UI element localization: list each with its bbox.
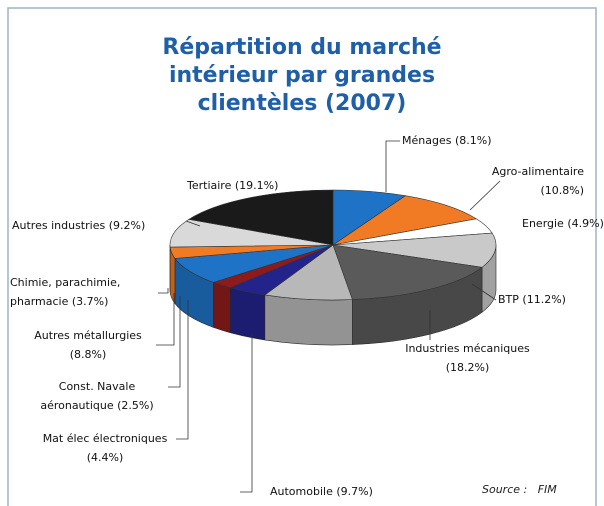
value-label: (8.8%)	[69, 348, 107, 361]
leader	[176, 300, 189, 440]
value-label: (10.8%)	[540, 184, 584, 197]
category-name: Chimie, parachimie, pharmacie	[10, 276, 121, 308]
slice-label: Agro-alimentaire (10.8%)	[470, 162, 584, 200]
category-name: Autres métallurgies	[34, 329, 142, 342]
slice-label: Chimie, parachimie, pharmacie (3.7%)	[10, 273, 160, 311]
value-label: (9.2%)	[108, 219, 146, 232]
slice-label: Energie (4.9%)	[522, 214, 604, 233]
leader	[385, 140, 400, 192]
value-label: (19.1%)	[234, 179, 279, 192]
slice-label: Const. Navale aéronautique (2.5%)	[22, 377, 172, 415]
slice-label: Industries mécaniques (18.2%)	[385, 339, 550, 377]
chart-title: Répartition du marché intérieur par gran…	[162, 35, 442, 116]
slice-side	[264, 294, 353, 346]
value-label: (11.2%)	[522, 293, 566, 306]
slice	[332, 244, 483, 300]
leader	[185, 220, 201, 227]
leader	[156, 293, 175, 346]
slice	[332, 232, 497, 268]
leader	[168, 296, 181, 388]
value-label: (9.7%)	[336, 485, 373, 498]
category-name: Automobile	[270, 485, 333, 498]
source: Source : FIM	[482, 483, 557, 496]
value-label: (8.1%)	[454, 134, 492, 147]
source-value: FIM	[537, 483, 557, 496]
leader	[240, 334, 253, 493]
frame	[7, 7, 597, 506]
slice-label: Automobile (9.7%)	[270, 482, 390, 501]
slice-label: Mat élec électroniques (4.4%)	[30, 429, 180, 467]
source-label: Source :	[482, 483, 528, 496]
slice-label: BTP (11.2%)	[498, 290, 598, 309]
category-name: Tertiaire	[187, 179, 232, 192]
category-name: BTP	[498, 293, 519, 306]
value-label: (2.5%)	[117, 399, 154, 412]
slice-label: Tertiaire (19.1%)	[187, 176, 327, 195]
slice-label: Autres industries (9.2%)	[12, 216, 192, 235]
slice	[264, 244, 353, 301]
value-label: (4.9%)	[567, 217, 604, 230]
slice	[188, 189, 334, 246]
leader-lines	[156, 140, 501, 493]
slice-label: Ménages (8.1%)	[402, 131, 522, 150]
value-label: (4.4%)	[86, 451, 124, 464]
slice	[332, 195, 478, 246]
slice	[169, 219, 334, 248]
leader	[158, 288, 169, 294]
leader	[471, 283, 497, 301]
category-name: Ménages	[402, 134, 452, 147]
slice-label: Autres métallurgies (8.8%)	[20, 326, 156, 364]
leader	[469, 180, 501, 211]
category-name: Mat élec électroniques	[42, 432, 168, 445]
slice-side	[229, 287, 266, 341]
category-name: Energie	[522, 217, 564, 230]
category-name: Industries mécaniques	[405, 342, 530, 355]
category-name: Const. Navale aéronautique	[40, 380, 136, 412]
value-label: (18.2%)	[445, 361, 490, 374]
category-name: Autres industries	[12, 219, 106, 232]
pie-sides	[169, 244, 497, 346]
pie-tops	[169, 189, 497, 301]
value-label: (3.7%)	[71, 295, 109, 308]
category-name: Agro-alimentaire	[491, 165, 584, 178]
slice-side	[213, 281, 231, 334]
